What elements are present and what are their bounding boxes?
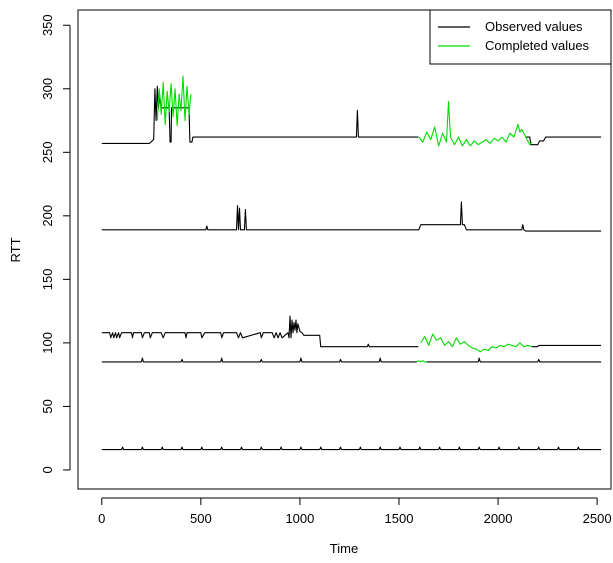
completed-values-line-2 xyxy=(420,333,532,353)
y-tick-label: 250 xyxy=(40,141,55,163)
completed-values-line-3 xyxy=(416,360,427,363)
legend-label-observed: Observed values xyxy=(485,19,583,34)
observed-values-line-4 xyxy=(531,344,602,348)
plot-lines xyxy=(101,75,602,451)
observed-values-line-0 xyxy=(101,85,419,144)
x-tick-label: 1000 xyxy=(285,511,314,526)
y-tick-label: 0 xyxy=(40,466,55,473)
legend-label-completed: Completed values xyxy=(485,38,590,53)
y-tick-label: 200 xyxy=(40,205,55,227)
observed-values-line-6 xyxy=(426,357,602,363)
x-tick-label: 0 xyxy=(98,511,105,526)
x-tick-label: 1500 xyxy=(385,511,414,526)
y-tick-label: 50 xyxy=(40,399,55,413)
y-tick-label: 300 xyxy=(40,78,55,100)
completed-values-line-1 xyxy=(418,100,533,147)
x-axis-label: Time xyxy=(330,541,358,556)
y-axis: 0 50 100 150 200 250 300 350 xyxy=(40,14,71,474)
legend-box xyxy=(429,9,612,65)
completed-values-line-0 xyxy=(156,75,192,127)
observed-values-line-5 xyxy=(101,357,417,363)
legend: Observed values Completed values xyxy=(429,9,612,65)
x-axis: 0 500 1000 1500 2000 2500 xyxy=(98,497,612,526)
observed-values-line-3 xyxy=(101,315,419,348)
y-tick-label: 150 xyxy=(40,269,55,291)
x-tick-label: 500 xyxy=(190,511,212,526)
observed-values-line-7 xyxy=(101,446,602,451)
x-tick-label: 2000 xyxy=(484,511,513,526)
observed-values-line-2 xyxy=(101,201,602,232)
plot-frame xyxy=(77,9,612,490)
x-tick-label: 2500 xyxy=(583,511,612,526)
observed-values-line-1 xyxy=(525,136,602,146)
y-tick-label: 350 xyxy=(40,14,55,36)
y-axis-label: RTT xyxy=(8,237,23,262)
y-tick-label: 100 xyxy=(40,332,55,354)
